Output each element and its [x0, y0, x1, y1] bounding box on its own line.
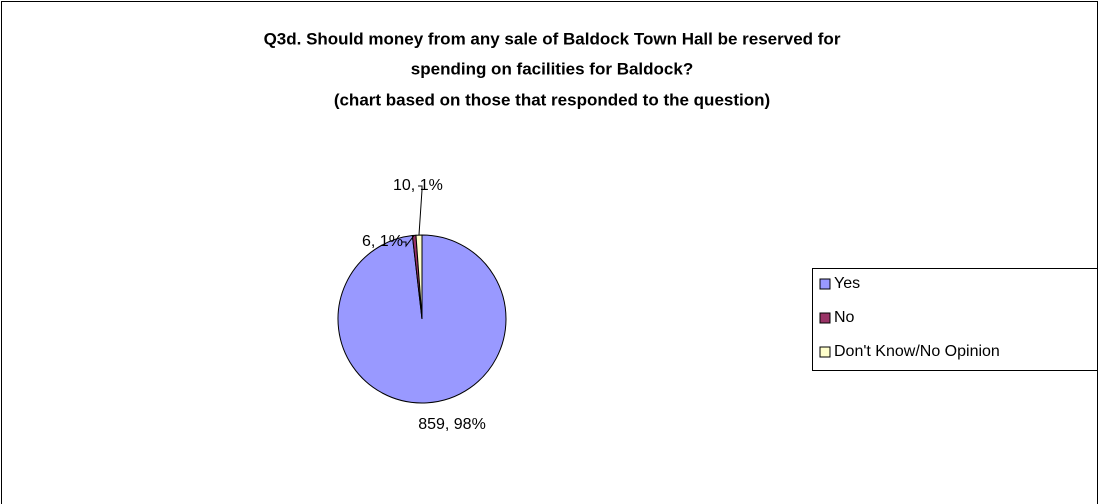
legend-label: Don't Know/No Opinion — [834, 343, 1000, 360]
leader-line — [418, 185, 423, 236]
legend-label: Yes — [834, 275, 860, 292]
chart-title: Q3d. Should money from any sale of Baldo… — [264, 29, 841, 48]
data-label: 859, 98% — [418, 416, 486, 433]
leader-line — [402, 235, 415, 248]
legend-swatch — [819, 346, 831, 358]
chart-title: spending on facilities for Baldock? — [411, 59, 693, 78]
legend-swatch — [819, 278, 831, 290]
data-label: 10, 1% — [393, 177, 443, 194]
legend-label: No — [834, 309, 855, 326]
legend-box — [812, 268, 1098, 371]
chart-subtitle: (chart based on those that responded to … — [334, 90, 770, 109]
legend-swatch — [819, 312, 831, 324]
data-label: 6, 1% — [362, 233, 403, 250]
